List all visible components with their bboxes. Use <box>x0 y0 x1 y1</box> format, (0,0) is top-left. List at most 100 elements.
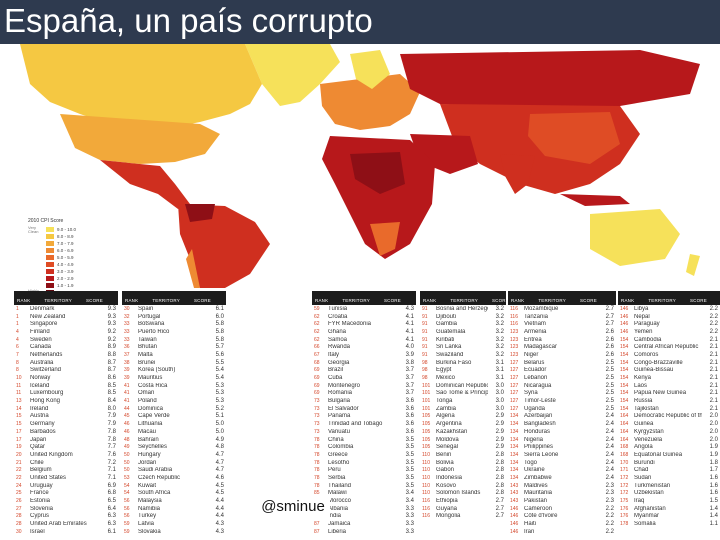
table-row: 154 Congo-Brazzaville 2.1 <box>618 359 720 367</box>
rank-cell: 78 <box>314 474 320 481</box>
rank-cell: 38 <box>124 359 130 366</box>
country-cell: Cape Verde <box>138 413 170 420</box>
country-cell: Iceland <box>30 382 50 389</box>
score-cell: 3.2 <box>495 351 504 358</box>
table-row: 54 South Africa 4.5 <box>122 490 226 498</box>
score-cell: 5.3 <box>215 382 224 389</box>
rank-cell: 7 <box>16 351 19 358</box>
rank-cell: 14 <box>16 405 22 412</box>
score-cell: 2.6 <box>605 328 614 335</box>
score-cell: 5.2 <box>215 405 224 412</box>
rank-cell: 28 <box>16 513 22 520</box>
rank-cell: 36 <box>124 344 130 351</box>
rank-cell: 22 <box>16 467 22 474</box>
country-cell: Tanzania <box>524 313 549 320</box>
rank-cell: 67 <box>314 351 320 358</box>
table-row: 91 Gambia 3.2 <box>420 320 506 328</box>
table-row: 50 Saudi Arabia 4.7 <box>122 466 226 474</box>
table-row: 154 Kenya 2.1 <box>618 374 720 382</box>
table-row: 143 Mauritania 2.3 <box>508 490 616 498</box>
rank-cell: 98 <box>422 367 428 374</box>
table-row: 73 Bulgaria 3.6 <box>312 397 416 405</box>
rank-cell: 134 <box>510 413 519 420</box>
table-row: 170 Burundi 1.8 <box>618 459 720 467</box>
score-cell: 6.3 <box>107 513 116 520</box>
rank-cell: 168 <box>620 444 629 451</box>
country-cell: Mozambique <box>524 305 559 312</box>
score-cell: 6.1 <box>215 305 224 312</box>
table-row: 98 Mexico 3.1 <box>420 374 506 382</box>
score-cell: 3.0 <box>495 390 504 397</box>
table-row: 59 Tunisia 4.3 <box>312 305 416 313</box>
score-cell: 3.3 <box>405 521 414 528</box>
rank-cell: 91 <box>422 344 428 351</box>
score-cell: 4.3 <box>405 305 414 312</box>
rank-cell: 146 <box>620 321 629 328</box>
legend-row: 3.0 - 3.9 <box>28 268 98 275</box>
country-cell: Honduras <box>524 428 551 435</box>
score-cell: 8.7 <box>107 367 116 374</box>
scandinavia-shape <box>350 50 390 89</box>
header-score: SCORE <box>689 298 707 303</box>
score-cell: 2.4 <box>605 413 614 420</box>
score-cell: 5.3 <box>215 390 224 397</box>
country-cell: Costa Rica <box>138 382 168 389</box>
score-cell: 1.9 <box>709 451 718 458</box>
table-row: 78 Serbia 3.5 <box>312 474 416 482</box>
country-cell: Trinidad and Tobago <box>328 421 383 428</box>
table-row: 62 Samoa 4.1 <box>312 336 416 344</box>
score-cell: 3.5 <box>405 444 414 451</box>
header-score: SCORE <box>491 298 509 303</box>
legend-very-clean: Very Clean <box>28 224 39 234</box>
score-cell: 4.0 <box>405 344 414 351</box>
north-america-shape <box>20 44 262 130</box>
country-cell: Comoros <box>634 351 659 358</box>
table-row: 33 Taiwan 5.8 <box>122 336 226 344</box>
country-cell: Yemen <box>634 328 653 335</box>
score-cell: 4.1 <box>405 313 414 320</box>
table-row: 27 Slovenia 6.4 <box>14 505 118 513</box>
legend-label: 6.0 - 6.9 <box>57 248 74 253</box>
table-row: 41 Poland 5.3 <box>122 397 226 405</box>
rank-cell: 73 <box>314 398 320 405</box>
country-cell: Côte d'Ivoire <box>524 513 558 520</box>
rank-cell: 172 <box>620 490 629 497</box>
score-cell: 3.5 <box>405 474 414 481</box>
legend-row: 8.0 - 8.9 <box>28 233 98 240</box>
rank-cell: 50 <box>124 467 130 474</box>
score-cell: 2.2 <box>605 513 614 520</box>
table-row: 39 Mauritius 5.4 <box>122 374 226 382</box>
table-row: 54 Kuwait 4.5 <box>122 482 226 490</box>
rank-cell: 78 <box>314 444 320 451</box>
score-cell: 7.8 <box>107 428 116 435</box>
score-cell: 3.1 <box>495 359 504 366</box>
table-row: 143 Pakistan 2.3 <box>508 497 616 505</box>
country-cell: Indonesia <box>436 474 463 481</box>
country-cell: Zimbabwe <box>524 474 552 481</box>
country-cell: Luxembourg <box>30 390 64 397</box>
table-row: 134 Togo 2.4 <box>508 459 616 467</box>
score-cell: 3.7 <box>405 382 414 389</box>
rank-cell: 69 <box>314 390 320 397</box>
score-cell: 2.2 <box>605 521 614 528</box>
country-cell: Guinea-Bissau <box>634 367 674 374</box>
table-row: 101 Tonga 3.0 <box>420 397 506 405</box>
rank-cell: 134 <box>510 421 519 428</box>
score-cell: 5.3 <box>215 398 224 405</box>
header-rank: RANK <box>511 298 525 303</box>
rank-cell: 105 <box>422 428 431 435</box>
header-rank: RANK <box>315 298 329 303</box>
score-cell: 8.6 <box>107 375 116 382</box>
country-cell: Bangladesh <box>524 421 556 428</box>
table-row: 28 United Arab Emirates 6.3 <box>14 520 118 528</box>
legend-label: 3.0 - 3.9 <box>57 269 74 274</box>
table-row: 172 Sudan 1.6 <box>618 474 720 482</box>
table-row: 154 Papua New Guinea 2.1 <box>618 390 720 398</box>
score-cell: 2.4 <box>605 428 614 435</box>
table-header: RANK TERRITORY SCORE <box>618 291 720 305</box>
legend-label: 5.0 - 5.9 <box>57 255 74 260</box>
score-cell: 3.5 <box>405 436 414 443</box>
country-cell: Hungary <box>138 451 161 458</box>
legend-row: 4.0 - 4.9 <box>28 261 98 268</box>
rank-cell: 54 <box>124 490 130 497</box>
